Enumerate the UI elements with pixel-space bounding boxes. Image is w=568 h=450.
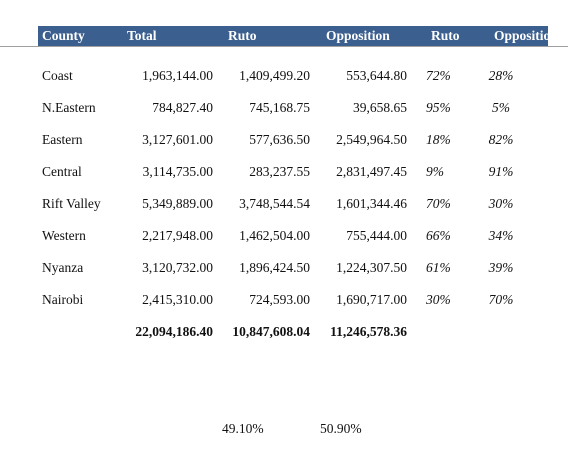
cell: 28% (488, 68, 514, 83)
cell: 9% (426, 164, 444, 179)
cell: 30% (426, 292, 451, 307)
rule (0, 46, 568, 47)
cell: 2,415,310.00 (142, 292, 213, 307)
county: Central (42, 164, 82, 179)
county: Western (42, 228, 86, 243)
cell: 2,217,948.00 (142, 228, 213, 243)
cell: 2,549,964.50 (336, 132, 407, 147)
cell: 3,127,601.00 (142, 132, 213, 147)
cell: 30% (488, 196, 514, 211)
total: 11,246,578.36 (330, 324, 407, 339)
county: Eastern (42, 132, 83, 147)
cell: 1,224,307.50 (336, 260, 407, 275)
cell: 2,831,497.45 (336, 164, 407, 179)
cell: 1,409,499.20 (239, 68, 310, 83)
cell: 39% (488, 260, 514, 275)
cell: 1,601,344.46 (336, 196, 407, 211)
cell: 70% (488, 292, 514, 307)
cell: 724,593.00 (249, 292, 310, 307)
cell: 95% (426, 100, 451, 115)
cell: 745,168.75 (249, 100, 310, 115)
header-cell: Opposition (494, 28, 548, 43)
cell: 5% (492, 100, 510, 115)
total: 22,094,186.40 (135, 324, 213, 339)
cell: 784,827.40 (152, 100, 213, 115)
share: 50.90% (320, 421, 362, 436)
cell: 3,114,735.00 (142, 164, 213, 179)
county: Coast (42, 68, 73, 83)
cell: 72% (426, 68, 451, 83)
cell: 82% (488, 132, 514, 147)
cell: 553,644.80 (346, 68, 407, 83)
cell: 70% (426, 196, 451, 211)
header-cell: Opposition (326, 28, 390, 43)
county: N.Eastern (42, 100, 96, 115)
header-cell: Ruto (431, 28, 460, 43)
cell: 3,748,544.54 (239, 196, 310, 211)
cell: 61% (426, 260, 451, 275)
cell: 1,462,504.00 (239, 228, 310, 243)
cell: 34% (488, 228, 514, 243)
header-cell: Ruto (228, 28, 257, 43)
total: 10,847,608.04 (232, 324, 310, 339)
cell: 91% (488, 164, 514, 179)
share: 49.10% (222, 421, 264, 436)
county: Nyanza (42, 260, 84, 275)
cell: 5,349,889.00 (142, 196, 213, 211)
cell: 39,658.65 (353, 100, 407, 115)
header-bar (38, 26, 548, 46)
county: Rift Valley (42, 196, 101, 211)
cell: 18% (426, 132, 451, 147)
cell: 1,690,717.00 (336, 292, 407, 307)
cell: 3,120,732.00 (142, 260, 213, 275)
county: Nairobi (42, 292, 84, 307)
header-cell: County (42, 28, 85, 43)
header-cell: Total (127, 28, 157, 43)
cell: 66% (426, 228, 451, 243)
cell: 1,896,424.50 (239, 260, 310, 275)
cell: 755,444.00 (346, 228, 407, 243)
cell: 1,963,144.00 (142, 68, 213, 83)
cell: 283,237.55 (249, 164, 310, 179)
cell: 577,636.50 (249, 132, 310, 147)
